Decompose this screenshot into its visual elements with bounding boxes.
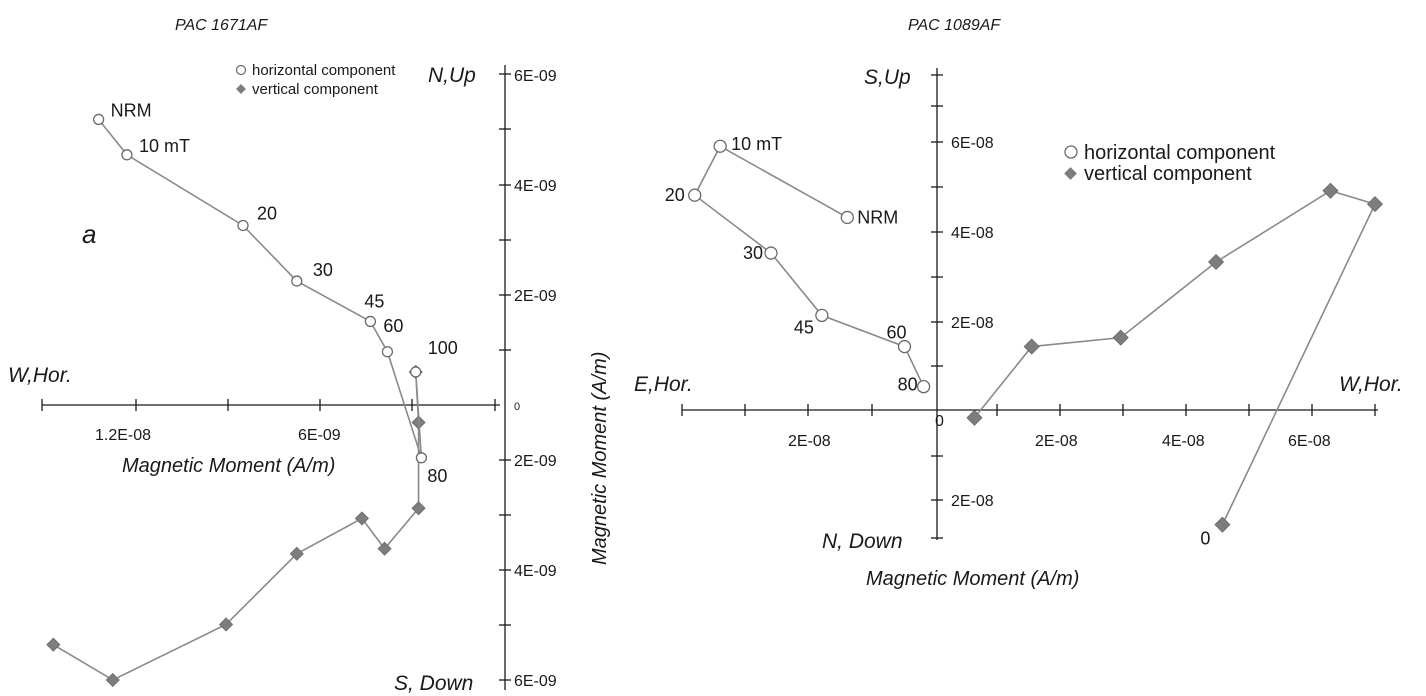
right-horizontal-point <box>713 139 727 153</box>
right-legend-marker-vertical <box>1064 167 1077 180</box>
right-y-ticks <box>931 74 943 539</box>
left-y-tick-label: 4E-09 <box>514 563 557 580</box>
left-point-label: 20 <box>257 204 277 224</box>
right-horizontal-point <box>897 339 912 354</box>
left-horizontal-point <box>410 366 422 378</box>
right-point-label: 45 <box>794 317 814 337</box>
left-point-label: 10 mT <box>139 136 190 156</box>
left-y-tick-label: 6E-09 <box>514 68 557 85</box>
left-y-tick-label: 2E-09 <box>514 288 557 305</box>
right-point-label: 0 <box>1200 529 1210 549</box>
right-axis-end-right: W,Hor. <box>1339 373 1403 396</box>
right-legend: horizontal component vertical component <box>1064 142 1276 185</box>
left-vertical-point <box>46 637 61 652</box>
right-x-tick-label: 6E-08 <box>1288 433 1331 450</box>
left-point-label: 100 <box>428 338 458 358</box>
left-vertical-point <box>289 546 304 561</box>
left-point-label: NRM <box>111 100 152 120</box>
right-y-tick-label: 4E-08 <box>951 225 994 242</box>
right-point-label: NRM <box>857 207 898 227</box>
right-y-tick-label: 6E-08 <box>951 135 994 152</box>
right-x-axis-title: Magnetic Moment (A/m) <box>866 568 1079 590</box>
left-legend-label-horizontal: horizontal component <box>252 62 396 79</box>
left-axis-end-top: N,Up <box>428 64 476 87</box>
left-axis-end-left: W,Hor. <box>8 364 72 387</box>
left-horizontal-point <box>121 149 133 161</box>
right-vertical-point <box>1023 338 1040 355</box>
right-y-tick-label: 2E-08 <box>951 493 994 510</box>
right-legend-marker-horizontal <box>1064 145 1078 159</box>
left-vertical-point <box>218 617 234 632</box>
left-legend-marker-horizontal <box>235 64 247 76</box>
right-horizontal-point <box>840 210 854 225</box>
left-x-axis-title: Magnetic Moment (A/m) <box>122 455 335 477</box>
right-x-tick-label: 4E-08 <box>1162 433 1205 450</box>
right-vertical-point <box>1112 329 1129 346</box>
right-horizontal-point <box>764 246 778 260</box>
right-vertical-point <box>1207 253 1225 271</box>
right-point-label: 60 <box>887 323 907 343</box>
right-x-tick-label: 2E-08 <box>1035 433 1078 450</box>
left-point-label: 80 <box>427 466 447 486</box>
left-x-tick-label: 1.2E-08 <box>95 427 151 444</box>
right-legend-label-vertical: vertical component <box>1084 163 1252 185</box>
left-y-tick-label: 0 <box>514 401 520 413</box>
left-series-line-vertical <box>52 371 420 681</box>
left-horizontal-point <box>381 346 394 358</box>
left-point-label: 30 <box>313 260 333 280</box>
left-y-axis-title: Magnetic Moment (A/m) <box>589 352 611 565</box>
right-series-line-horizontal <box>693 145 925 387</box>
left-chart-title: PAC 1671AF <box>175 17 268 34</box>
right-point-label: 80 <box>898 375 918 395</box>
left-y-tick-label: 2E-09 <box>514 453 557 470</box>
right-axis-end-bottom: N, Down <box>822 530 903 553</box>
left-y-tick-label: 4E-09 <box>514 178 557 195</box>
left-point-label: 60 <box>383 316 403 336</box>
right-panel: PAC 1089AF <box>634 17 1403 590</box>
right-x-ticks <box>681 404 1376 416</box>
left-plot-area: NRM 10 mT 20 30 45 60 80 100 <box>46 100 458 688</box>
left-y-ticks <box>499 73 511 681</box>
left-legend-marker-vertical <box>236 84 246 94</box>
left-legend: horizontal component vertical component <box>235 62 396 98</box>
left-horizontal-point <box>415 452 428 464</box>
right-y-tick-label: 2E-08 <box>951 315 994 332</box>
left-vertical-point <box>105 672 120 688</box>
left-vertical-point <box>354 511 369 526</box>
right-point-label: 10 mT <box>731 134 782 154</box>
left-point-label: 45 <box>364 291 384 311</box>
right-vertical-point <box>966 409 983 426</box>
right-vertical-point <box>1366 196 1384 213</box>
left-axis-end-bottom: S, Down <box>394 672 473 695</box>
right-axis-end-left: E,Hor. <box>634 373 693 396</box>
left-series-line-horizontal <box>98 118 423 459</box>
right-x-tick-label: 0 <box>935 413 944 430</box>
right-legend-label-horizontal: horizontal component <box>1084 142 1276 164</box>
left-horizontal-point <box>237 219 249 232</box>
left-panel: PAC 1671AF a 1.2E-08 <box>8 17 611 695</box>
left-legend-label-vertical: vertical component <box>252 81 379 98</box>
right-x-tick-label: 2E-08 <box>788 433 831 450</box>
right-vertical-point <box>1322 182 1339 199</box>
right-horizontal-point <box>688 188 702 202</box>
right-chart-title: PAC 1089AF <box>908 17 1001 34</box>
left-vertical-point <box>411 501 426 516</box>
right-plot-area: 0 NRM 10 mT 20 30 45 60 80 <box>665 134 1384 549</box>
right-axis-end-top: S,Up <box>864 66 911 89</box>
left-horizontal-point <box>291 275 303 287</box>
right-point-label: 30 <box>743 243 763 263</box>
left-x-ticks <box>41 399 496 411</box>
left-panel-letter: a <box>82 219 96 249</box>
left-horizontal-point <box>364 315 377 328</box>
left-vertical-point <box>377 541 392 556</box>
left-x-tick-label: 6E-09 <box>298 427 341 444</box>
right-series-line-vertical <box>973 189 1377 525</box>
right-point-label: 20 <box>665 185 685 205</box>
left-horizontal-point <box>92 113 105 126</box>
left-y-tick-label: 6E-09 <box>514 673 557 690</box>
right-horizontal-point <box>916 379 931 394</box>
right-horizontal-point <box>815 308 829 323</box>
right-vertical-point <box>1214 516 1231 533</box>
